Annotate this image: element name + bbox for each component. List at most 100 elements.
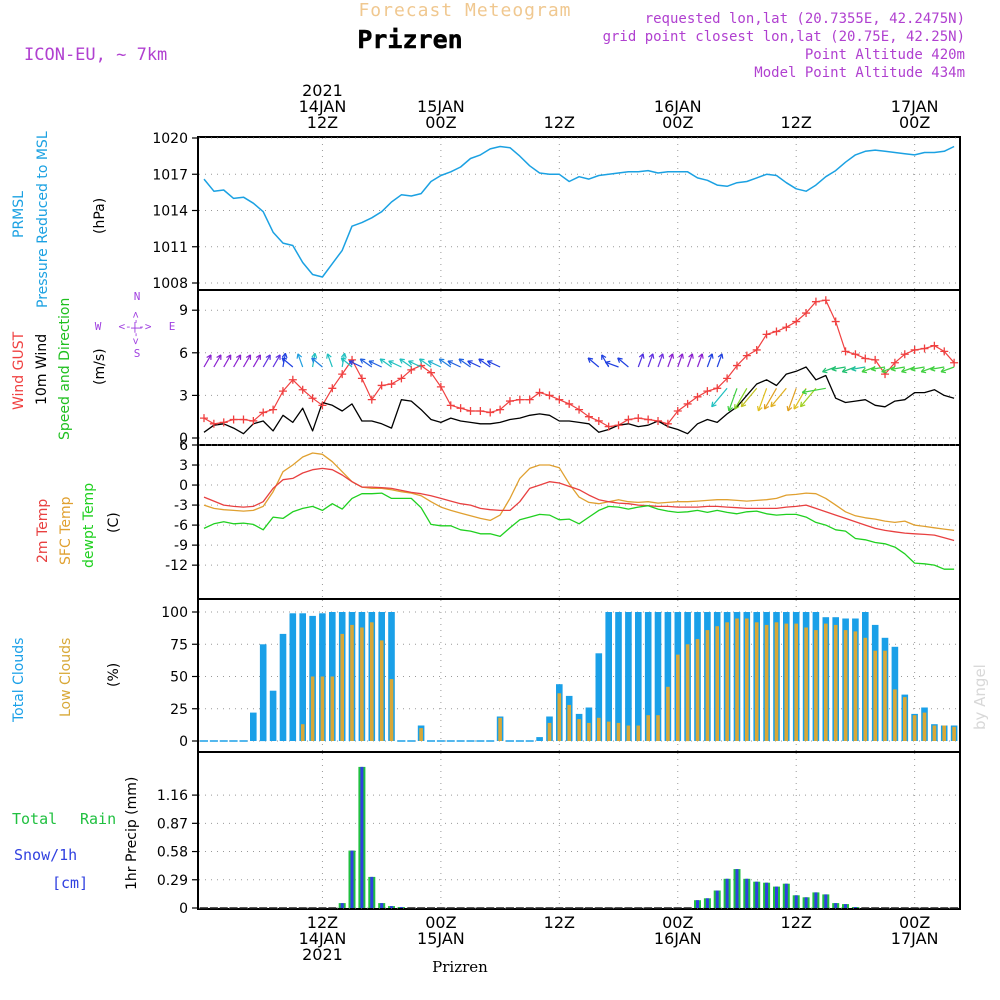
y-tick-label: 9 (179, 303, 188, 319)
wind-direction-arrow (617, 357, 629, 368)
gust-marker (732, 361, 741, 370)
y-tick-label: 0 (179, 901, 188, 917)
precip-unit: 1hr Precip (mm) (124, 777, 140, 890)
gust-marker (259, 408, 268, 417)
y-tick-label: 75 (170, 637, 188, 653)
y-tick-label: 1020 (152, 131, 188, 147)
snow-bar (844, 904, 847, 908)
low-cloud-bar (932, 725, 937, 741)
total-cloud-bar (269, 690, 277, 741)
wind-arrow-head (467, 360, 473, 366)
low-cloud-bar (833, 624, 838, 741)
snow-bar (399, 907, 403, 908)
wind-direction-arrow (368, 360, 382, 368)
y-tick-label: 6 (179, 346, 188, 362)
snow-bar (784, 883, 788, 908)
wind-direction-arrow (740, 387, 758, 408)
wind-arrow-head (604, 360, 611, 367)
gust-marker (644, 415, 653, 424)
wind-direction-arrow (851, 366, 866, 370)
wind-line (203, 366, 955, 435)
wind-arrow-head (379, 358, 386, 364)
legend-10m-wind: 10m Wind (34, 334, 50, 405)
wind-direction-arrow (203, 354, 212, 368)
snow-bar (745, 878, 749, 908)
gust-marker (249, 416, 258, 425)
wind-arrow-head (770, 401, 776, 408)
wind-arrow-head (708, 353, 714, 359)
low-cloud-bar (745, 618, 749, 741)
y-tick-label: 1014 (152, 204, 188, 220)
temp-legend: 2m Temp SFC Temp dewpt Temp (C) (35, 483, 122, 568)
low-cloud-bar (794, 623, 798, 741)
precip-legend: Total Rain Snow/1h [cm] 1hr Precip (mm) (12, 777, 140, 892)
wind-arrow-head (408, 360, 414, 366)
wind-direction-arrow (447, 360, 461, 368)
y-tick-label: 0 (179, 478, 188, 494)
legend-cm: [cm] (52, 874, 88, 892)
y-tick-label: 0.58 (157, 845, 188, 861)
low-cloud-bar (616, 722, 621, 741)
low-cloud-bar (330, 676, 335, 741)
low-cloud-bar (419, 728, 423, 741)
gust-marker (545, 391, 554, 400)
wind-direction-arrow (677, 353, 684, 368)
wind-arrow-head (799, 401, 806, 408)
wind-direction-arrow (711, 387, 728, 408)
wind-arrow-head (763, 404, 770, 410)
pressure-unit: (hPa) (92, 198, 108, 234)
wind-arrow-head (447, 360, 453, 366)
wind-arrow-head (326, 353, 332, 359)
wind-direction-arrow (871, 366, 886, 370)
gust-marker (476, 407, 485, 416)
data-layer (200, 145, 959, 909)
total-cloud-bar (644, 612, 652, 741)
gust-marker (693, 392, 702, 401)
legend-speed-direction: Speed and Direction (57, 298, 73, 440)
time-label-bottom: 16JAN (654, 929, 702, 948)
wind-arrow-head (870, 365, 877, 372)
time-label-top: 00Z (662, 113, 693, 132)
low-cloud-bar (389, 679, 394, 741)
low-cloud-bar (370, 622, 374, 741)
snow-bar (765, 882, 769, 908)
low-cloud-bar (784, 623, 789, 741)
wind-direction-arrow (930, 366, 945, 370)
wind-direction-arrow (467, 360, 481, 368)
gust-marker (407, 365, 416, 374)
wind-arrow-head (458, 358, 465, 364)
gust-marker (338, 370, 347, 379)
time-label-top: 12Z (781, 113, 812, 132)
y-tick-label: -12 (165, 558, 188, 574)
gust-marker (515, 395, 524, 404)
low-cloud-bar (547, 722, 552, 741)
y-tick-label: -3 (174, 498, 188, 514)
low-cloud-bar (636, 725, 641, 741)
low-cloud-bar (804, 627, 808, 741)
wind-arrow-head (438, 358, 445, 364)
dewpt-temp-line (203, 492, 955, 570)
legend-low-clouds: Low Clouds (58, 638, 74, 717)
wind-legend: Wind GUST 10m Wind Speed and Direction (… (11, 290, 175, 440)
total-cloud-bar (635, 612, 642, 741)
time-label-bottom: 12Z (544, 913, 575, 932)
y-tick-label: 3 (179, 458, 188, 474)
wind-direction-arrow (427, 360, 442, 368)
time-label-bottom: 00Z (425, 913, 456, 932)
low-cloud-bar (843, 630, 848, 741)
wind-direction-arrow (326, 353, 333, 368)
compass-w: W (95, 320, 102, 333)
wind-direction-arrow (438, 358, 452, 368)
snow-bar (834, 903, 838, 908)
y-tick-label: -9 (174, 538, 188, 554)
wind-arrow-head (727, 405, 733, 412)
low-cloud-bar (715, 626, 719, 741)
wind-direction-arrow (281, 357, 294, 368)
wind-arrow-head (890, 365, 896, 372)
low-cloud-bar (863, 637, 868, 741)
wind-direction-arrow (716, 353, 723, 368)
low-cloud-bar (942, 725, 946, 741)
grid-layer (199, 137, 959, 909)
pressure-panel (197, 136, 961, 291)
